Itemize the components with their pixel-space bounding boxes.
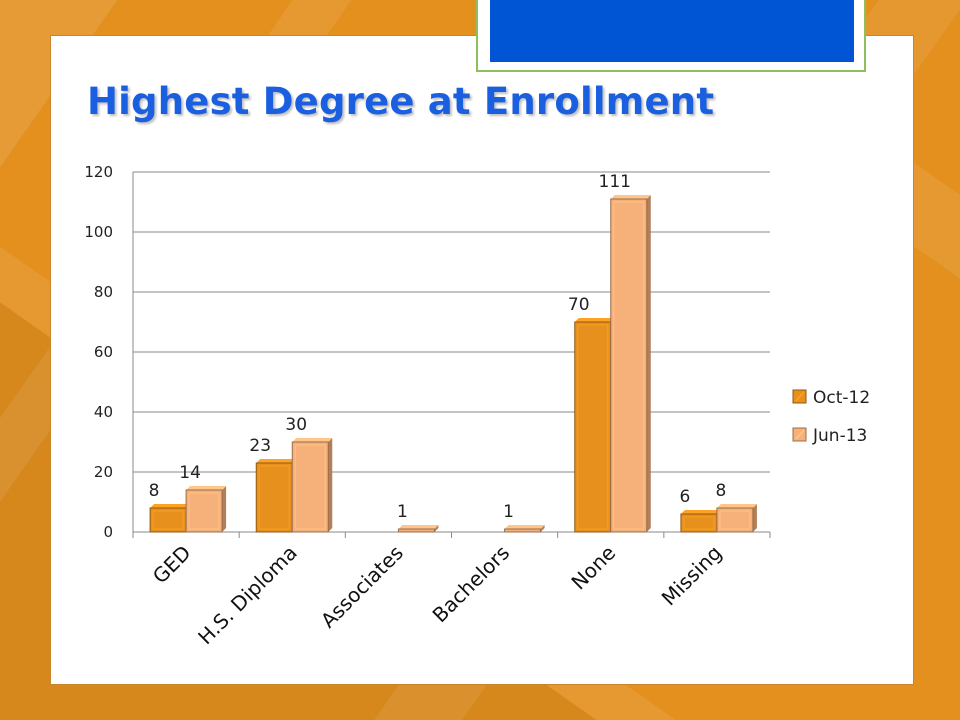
bar xyxy=(504,525,545,533)
bar-front xyxy=(149,507,187,533)
bar xyxy=(680,510,721,533)
bar-bevel xyxy=(613,201,645,530)
legend-item: Oct-12 xyxy=(792,388,870,408)
data-label: 1 xyxy=(397,502,408,522)
header-badge xyxy=(476,0,866,72)
x-category-label: Bachelors xyxy=(428,541,515,628)
bar-bevel xyxy=(258,465,290,530)
y-tick-label: 20 xyxy=(94,463,113,481)
x-category-label: H.S. Diploma xyxy=(193,541,302,650)
bar xyxy=(255,459,297,533)
bar-side xyxy=(540,525,545,532)
data-label: 14 xyxy=(179,463,201,483)
bar-front xyxy=(291,441,329,533)
gridlines xyxy=(133,171,770,533)
bar xyxy=(716,504,757,533)
bar-front xyxy=(504,528,542,533)
bar-bevel xyxy=(294,444,326,530)
data-label: 23 xyxy=(249,436,271,456)
x-category-label: GED xyxy=(148,541,196,589)
x-category-label: None xyxy=(566,541,620,595)
bar-top xyxy=(716,504,757,508)
bar-bevel xyxy=(188,492,220,530)
data-label: 30 xyxy=(285,415,307,435)
x-category-label: Missing xyxy=(657,541,727,611)
bar-top xyxy=(256,459,297,463)
bar xyxy=(397,525,439,533)
legend: Oct-12 Jun-13 xyxy=(792,388,870,446)
legend-item: Jun-13 xyxy=(792,426,867,446)
bar-front xyxy=(574,321,612,533)
bar-top xyxy=(610,195,651,199)
data-label: 8 xyxy=(149,481,160,501)
y-tick-label: 60 xyxy=(94,343,113,361)
x-category-label: Associates xyxy=(316,541,408,633)
bar-top xyxy=(574,318,615,322)
bar-bevel xyxy=(719,510,751,530)
slide-title: Highest Degree at Enrollment xyxy=(87,80,715,123)
data-label: 6 xyxy=(680,487,691,507)
legend-label: Jun-13 xyxy=(812,426,867,446)
bar xyxy=(291,438,333,533)
bar-side xyxy=(328,438,333,532)
bar-bevel xyxy=(683,516,715,530)
bar-side xyxy=(646,195,651,532)
data-label: 1 xyxy=(503,502,514,522)
bar xyxy=(185,486,227,533)
bar-top xyxy=(292,438,333,442)
bar-bevel xyxy=(152,510,184,530)
y-tick-label: 80 xyxy=(94,283,113,301)
bar-front xyxy=(610,198,648,533)
header-badge-fill xyxy=(490,0,854,62)
data-label: 70 xyxy=(568,295,590,315)
y-tick-label: 120 xyxy=(84,163,113,181)
legend-label: Oct-12 xyxy=(813,388,870,408)
content-panel xyxy=(50,35,914,685)
bar-top xyxy=(680,510,721,514)
bar-front xyxy=(185,489,223,533)
bar-top xyxy=(150,504,191,508)
bar-front xyxy=(255,462,293,533)
legend-swatch-shine xyxy=(795,391,805,402)
data-label: 8 xyxy=(716,481,727,501)
bar-side xyxy=(434,525,439,532)
bar-top xyxy=(186,486,227,490)
data-label: 111 xyxy=(599,172,631,192)
bar-side xyxy=(222,486,227,532)
bar-top xyxy=(504,525,545,529)
bar xyxy=(149,504,191,533)
bar-top xyxy=(398,525,439,529)
bar-front xyxy=(397,528,435,533)
y-tick-label: 100 xyxy=(84,223,113,241)
y-tick-label: 0 xyxy=(103,523,113,541)
bar-side xyxy=(752,504,757,532)
bar xyxy=(610,195,651,533)
y-tick-label: 40 xyxy=(94,403,113,421)
bars xyxy=(149,195,757,533)
bar xyxy=(574,318,615,533)
bar-front xyxy=(716,507,754,533)
bar-bevel xyxy=(577,324,609,530)
legend-swatch-shine xyxy=(795,429,805,440)
